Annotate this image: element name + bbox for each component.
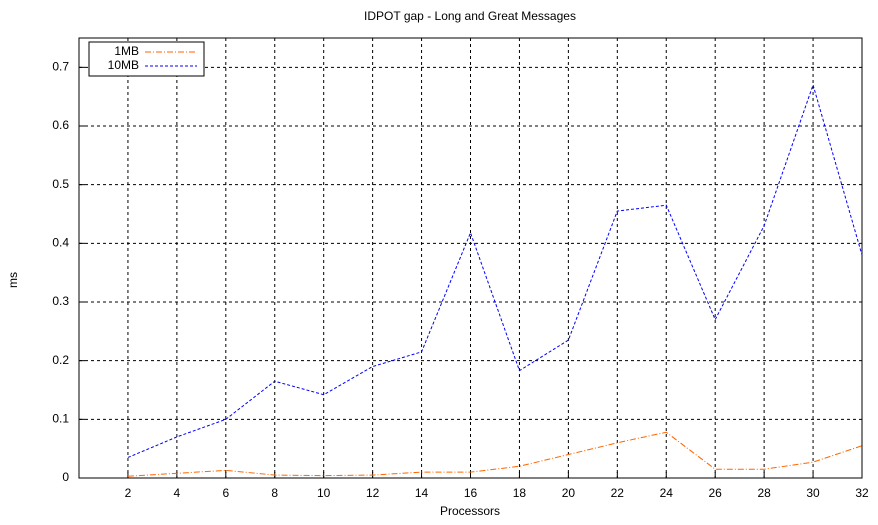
x-tick-label: 16 xyxy=(464,486,478,500)
legend-label: 10MB xyxy=(108,58,139,72)
x-tick-label: 22 xyxy=(611,486,625,500)
x-axis-label: Processors xyxy=(440,504,500,518)
x-tick-label: 32 xyxy=(855,486,869,500)
x-tick-label: 6 xyxy=(222,486,229,500)
x-tick-label: 30 xyxy=(806,486,820,500)
x-tick-label: 10 xyxy=(317,486,331,500)
x-tick-label: 28 xyxy=(757,486,771,500)
plot-border xyxy=(78,37,863,479)
y-tick-label: 0 xyxy=(62,470,69,484)
y-tick-label: 0.5 xyxy=(52,177,69,191)
y-tick-label: 0.6 xyxy=(52,118,69,132)
x-tick-label: 2 xyxy=(125,486,132,500)
x-tick-label: 8 xyxy=(271,486,278,500)
x-tick-label: 26 xyxy=(709,486,723,500)
chart-title: IDPOT gap - Long and Great Messages xyxy=(364,9,576,23)
x-tick-label: 18 xyxy=(513,486,527,500)
legend-label: 1MB xyxy=(114,44,139,58)
x-tick-label: 24 xyxy=(660,486,674,500)
x-tick-label: 20 xyxy=(562,486,576,500)
x-tick-label: 14 xyxy=(415,486,429,500)
y-tick-label: 0.7 xyxy=(52,60,69,74)
y-axis-label: ms xyxy=(6,272,20,288)
y-tick-label: 0.1 xyxy=(52,412,69,426)
x-tick-label: 4 xyxy=(174,486,181,500)
y-tick-label: 0.2 xyxy=(52,353,69,367)
series-line xyxy=(127,83,863,458)
x-tick-label: 12 xyxy=(366,486,380,500)
y-tick-label: 0.3 xyxy=(52,294,69,308)
y-tick-label: 0.4 xyxy=(52,236,69,250)
series-line xyxy=(127,431,863,477)
legend-box xyxy=(88,41,205,77)
